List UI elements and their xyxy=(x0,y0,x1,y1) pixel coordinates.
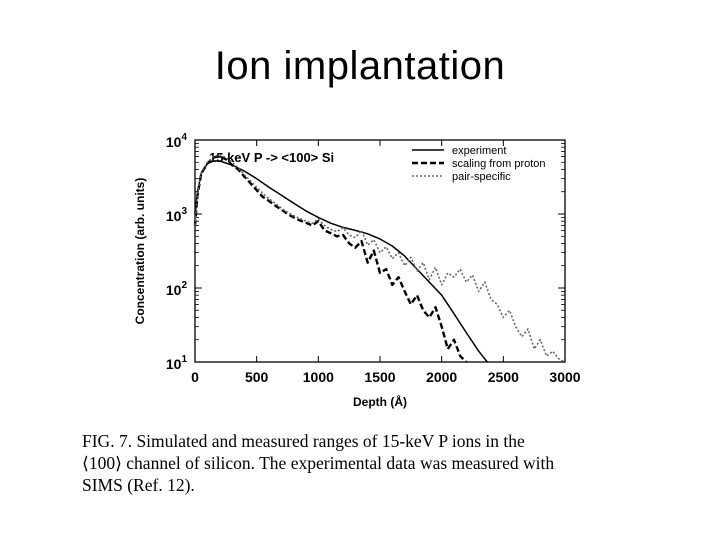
chart-title: 15 keV P -> <100> Si xyxy=(209,150,334,165)
x-axis-label: Depth (Å) xyxy=(353,394,407,409)
x-tick-label: 2500 xyxy=(488,369,519,385)
caption-line: FIG. 7. Simulated and measured ranges of… xyxy=(82,431,525,451)
x-tick-label: 3000 xyxy=(549,369,580,385)
legend-label: experiment xyxy=(452,145,506,157)
series-line-pair-specific xyxy=(194,153,566,363)
legend-label: pair-specific xyxy=(452,171,511,183)
figure-caption: FIG. 7. Simulated and measured ranges of… xyxy=(82,430,682,496)
y-axis-label: Concentration (arb. units) xyxy=(133,178,147,325)
x-tick-label: 500 xyxy=(245,369,269,385)
caption-line: ⟨100⟩ channel of silicon. The experiment… xyxy=(82,453,555,473)
slide-title: Ion implantation xyxy=(214,44,506,88)
legend-label: scaling from proton xyxy=(452,158,546,170)
x-tick-label: 2000 xyxy=(426,369,457,385)
caption-line: SIMS (Ref. 12). xyxy=(82,475,195,495)
series-line-scaling-from-proton xyxy=(193,155,468,363)
y-tick-label: 101 xyxy=(166,354,188,372)
x-tick-label: 0 xyxy=(191,369,199,385)
concentration-depth-chart: 0 500 1000 1500 2000 2500 3000 101 102 103 104 Dept… xyxy=(133,132,581,409)
y-tick-label: 104 xyxy=(166,132,188,150)
series-line-experiment xyxy=(194,160,488,363)
x-tick-label: 1000 xyxy=(303,369,334,385)
x-tick-label: 1500 xyxy=(364,369,395,385)
y-tick-label: 102 xyxy=(166,280,188,298)
y-tick-label: 103 xyxy=(166,206,188,224)
